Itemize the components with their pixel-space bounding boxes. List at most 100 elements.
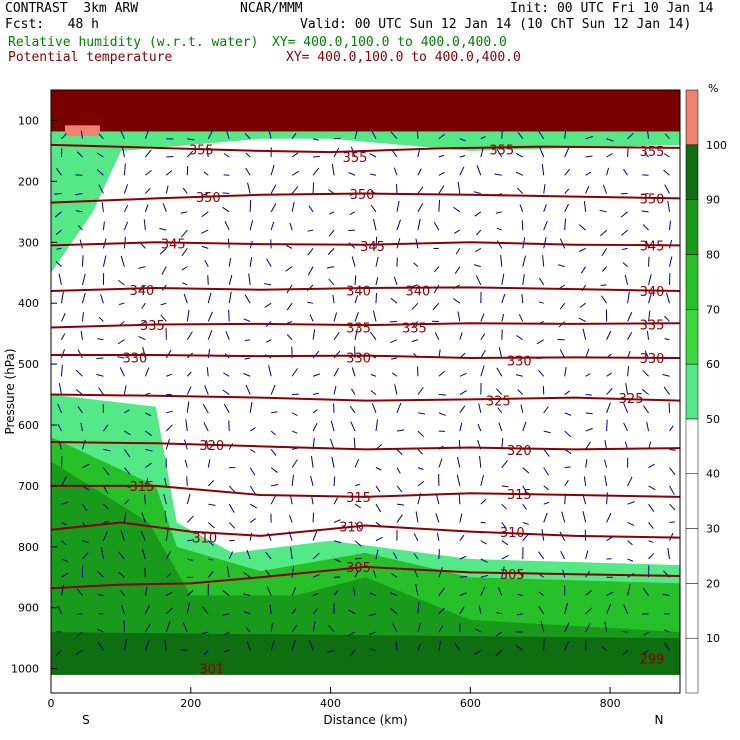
wind-vector-632 xyxy=(501,555,509,560)
wind-vector-606 xyxy=(478,605,482,614)
wind-vector-524 xyxy=(438,171,445,176)
wind-vector-501 xyxy=(411,284,419,288)
wind-vector-81 xyxy=(100,547,104,560)
wind-vector-641 xyxy=(516,187,524,194)
wind-vector-117 xyxy=(144,149,152,158)
wind-vector-175 xyxy=(186,150,194,158)
wind-vector-490 xyxy=(390,608,398,615)
wind-vector-459 xyxy=(372,569,377,578)
wind-vector-305 xyxy=(271,411,278,414)
wind-vector-784 xyxy=(627,147,629,158)
wind-vector-508 xyxy=(417,412,426,415)
wind-vector-377 xyxy=(334,137,341,140)
colorbar-label-80: 80 xyxy=(706,248,720,261)
wind-vector-363 xyxy=(312,409,318,414)
field2-xy: XY= 400.0,100.0 to 400.0,400.0 xyxy=(286,50,521,65)
wind-vector-695 xyxy=(543,638,545,651)
wind-vector-830 xyxy=(648,463,655,469)
wind-vector-172 xyxy=(165,621,171,633)
wind-vector-674 xyxy=(542,255,545,267)
wind-vector-848 xyxy=(669,256,673,267)
theta-label-12: 340 xyxy=(406,284,431,299)
wind-vector-791 xyxy=(624,274,629,286)
wind-vector-4 xyxy=(54,211,62,218)
wind-vector-6 xyxy=(56,247,62,250)
wind-vector-742 xyxy=(585,441,591,450)
wind-vector-287 xyxy=(243,611,251,615)
wind-vector-143 xyxy=(144,623,151,633)
wind-vector-488 xyxy=(391,573,398,578)
wind-vector-45 xyxy=(80,422,83,432)
wind-vector-869 xyxy=(664,642,670,651)
wind-vector-255 xyxy=(228,551,234,560)
wind-vector-14 xyxy=(58,383,62,395)
wind-vector-843 xyxy=(663,169,670,176)
wind-vector-633 xyxy=(501,566,505,578)
wind-vector-227 xyxy=(207,570,214,578)
wind-vector-54 xyxy=(76,588,83,596)
wind-vector-826 xyxy=(641,388,649,395)
colorbar-label-70: 70 xyxy=(706,303,720,316)
wind-vector-402 xyxy=(333,590,339,596)
wind-vector-389 xyxy=(333,350,341,359)
wind-vector-420 xyxy=(350,388,356,395)
wind-vector-199 xyxy=(186,590,194,596)
y-axis: 100 200 300 400 500 600 700 800 900 1000 xyxy=(11,114,57,676)
wind-vector-714 xyxy=(564,466,571,469)
wind-vector-654 xyxy=(522,421,527,432)
wind-vector-328 xyxy=(286,302,293,311)
wind-vector-670 xyxy=(543,184,546,194)
wind-vector-82 xyxy=(97,570,104,578)
wind-vector-627 xyxy=(501,460,508,468)
wind-vector-779 xyxy=(606,591,614,596)
wind-vector-809 xyxy=(623,604,629,615)
wind-vector-759 xyxy=(600,229,607,237)
wind-vector-421 xyxy=(349,405,356,414)
wind-vector-754 xyxy=(606,138,614,142)
y-tick-label-400: 400 xyxy=(18,297,39,310)
wind-vector-393 xyxy=(330,420,335,432)
wind-vector-7 xyxy=(55,261,62,267)
wind-vector-231 xyxy=(203,650,209,656)
wind-vector-664 xyxy=(516,613,523,616)
wind-vector-237 xyxy=(224,220,230,231)
wind-vector-32 xyxy=(75,193,83,196)
wind-vector-10 xyxy=(61,312,66,322)
wind-vector-89 xyxy=(123,163,126,176)
wind-vector-448 xyxy=(370,374,377,377)
wind-vector-609 xyxy=(501,129,503,139)
wind-vector-170 xyxy=(166,591,173,596)
wind-vector-813 xyxy=(644,152,649,158)
wind-vector-261 xyxy=(244,133,251,140)
wind-vector-325 xyxy=(286,245,293,249)
wind-vector-105 xyxy=(124,467,131,475)
wind-vector-361 xyxy=(312,373,321,377)
wind-vector-44 xyxy=(77,406,83,414)
wind-vector-705 xyxy=(559,302,566,310)
wind-vector-812 xyxy=(646,128,650,139)
wind-vector-678 xyxy=(536,339,544,345)
wind-vector-322 xyxy=(291,186,299,194)
colorbar-label-40: 40 xyxy=(706,468,720,481)
wind-vector-476 xyxy=(391,357,398,360)
wind-vector-552 xyxy=(459,155,466,158)
wind-vector-414 xyxy=(354,275,357,285)
wind-vector-804 xyxy=(627,522,635,526)
wind-vector-693 xyxy=(538,606,545,615)
wind-vector-684 xyxy=(543,449,550,457)
plot-frame xyxy=(50,89,681,694)
wind-vector-317 xyxy=(270,623,273,633)
wind-vector-732 xyxy=(580,266,587,274)
wind-vector-196 xyxy=(187,539,195,542)
wind-vector-112 xyxy=(120,590,125,596)
wind-vector-410 xyxy=(349,211,356,216)
colorbar-segment-1 xyxy=(685,583,699,639)
wind-vector-205 xyxy=(203,171,209,176)
wind-vector-599 xyxy=(480,474,484,487)
wind-vector-731 xyxy=(578,247,586,253)
wind-vector-701 xyxy=(564,218,567,231)
wind-vector-384 xyxy=(326,266,335,269)
wind-vector-656 xyxy=(522,467,530,474)
wind-vector-710 xyxy=(564,390,570,395)
wind-vector-762 xyxy=(600,284,607,286)
